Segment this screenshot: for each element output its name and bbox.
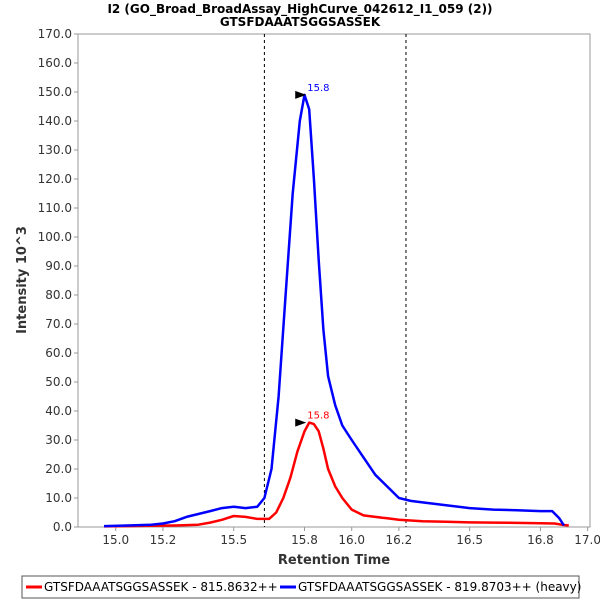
y-tick-label: 10.0 bbox=[45, 491, 72, 505]
peak-annotations: 15.8 15.8 bbox=[295, 83, 329, 427]
y-tick-label: 40.0 bbox=[45, 404, 72, 418]
x-axis-ticks: 15.0 15.2 15.5 15.8 16.0 16.2 16.5 16.8 17.0 bbox=[102, 527, 600, 547]
legend-label-light: GTSFDAAATSGGSASSEK - 815.8632++ bbox=[44, 580, 278, 594]
x-tick-label: 16.2 bbox=[386, 533, 413, 547]
x-tick-label: 16.8 bbox=[527, 533, 554, 547]
y-tick-label: 100.0 bbox=[38, 230, 72, 244]
y-tick-label: 140.0 bbox=[38, 114, 72, 128]
chart-title: I2 (GO_Broad_BroadAssay_HighCurve_042612… bbox=[107, 2, 492, 17]
y-axis-ticks: 0.0 10.0 20.0 30.0 40.0 50.0 60.0 70.0 80.0 90.0 1… bbox=[38, 27, 78, 534]
series-lines bbox=[103, 93, 569, 528]
y-tick-label: 0.0 bbox=[53, 520, 72, 534]
legend: GTSFDAAATSGGSASSEK - 815.8632++ GTSFDAAA… bbox=[21, 575, 581, 599]
y-tick-label: 80.0 bbox=[45, 288, 72, 302]
x-tick-label: 15.5 bbox=[220, 533, 247, 547]
legend-label-heavy: GTSFDAAATSGGSASSEK - 819.8703++ (heavy) bbox=[298, 580, 581, 594]
y-tick-label: 90.0 bbox=[45, 259, 72, 273]
y-tick-label: 170.0 bbox=[38, 27, 72, 41]
x-tick-label: 15.0 bbox=[102, 533, 129, 547]
x-tick-label: 17.0 bbox=[574, 533, 600, 547]
legend-box bbox=[21, 575, 580, 599]
y-axis-title: Intensity 10^3 bbox=[15, 226, 30, 334]
y-tick-label: 110.0 bbox=[38, 201, 72, 215]
peak-label: 15.8 bbox=[307, 411, 329, 422]
y-tick-label: 30.0 bbox=[45, 433, 72, 447]
series-line-1 bbox=[103, 93, 566, 528]
y-tick-label: 160.0 bbox=[38, 56, 72, 70]
x-axis-title: Retention Time bbox=[278, 553, 390, 568]
x-tick-label: 15.2 bbox=[150, 533, 177, 547]
y-tick-label: 20.0 bbox=[45, 462, 72, 476]
y-tick-label: 50.0 bbox=[45, 375, 72, 389]
chart-subtitle: GTSFDAAATSGGSASSEK bbox=[220, 15, 381, 29]
peak-marker bbox=[295, 418, 307, 427]
y-tick-label: 130.0 bbox=[38, 143, 72, 157]
x-tick-label: 16.5 bbox=[456, 533, 483, 547]
peak-marker bbox=[295, 90, 307, 99]
plot-area bbox=[77, 33, 591, 528]
y-tick-label: 70.0 bbox=[45, 317, 72, 331]
series-line-0 bbox=[103, 421, 569, 528]
y-tick-label: 60.0 bbox=[45, 346, 72, 360]
peak-label: 15.8 bbox=[307, 83, 329, 94]
integration-boundaries bbox=[263, 34, 407, 527]
x-tick-label: 15.8 bbox=[291, 533, 318, 547]
y-tick-label: 120.0 bbox=[38, 172, 72, 186]
x-tick-label: 16.0 bbox=[338, 533, 365, 547]
y-tick-label: 150.0 bbox=[38, 85, 72, 99]
